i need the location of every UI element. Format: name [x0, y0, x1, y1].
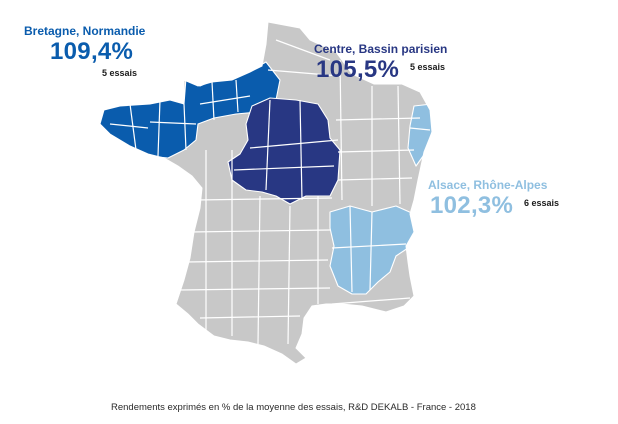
- department-borders: [109, 39, 431, 345]
- region-label-centre-bassin-parisien: Centre, Bassin parisien 105,5% 5 essais: [314, 42, 447, 84]
- region-label-alsace-rhone-alpes: Alsace, Rhône-Alpes 102,3% 6 essais: [428, 178, 559, 220]
- map-caption: Rendements exprimés en % de la moyenne d…: [111, 402, 476, 413]
- region-centre-bassin-parisien: [227, 97, 341, 205]
- region-value: 105,5%: [316, 56, 400, 83]
- region-name: Bretagne, Normandie: [24, 24, 146, 38]
- region-value: 102,3%: [430, 192, 514, 219]
- region-value: 109,4%: [50, 38, 134, 65]
- region-name: Alsace, Rhône-Alpes: [428, 178, 548, 192]
- region-name: Centre, Bassin parisien: [314, 42, 448, 56]
- region-trials: 5 essais: [102, 68, 138, 78]
- colored-regions: [100, 61, 432, 295]
- region-trials: 5 essais: [410, 62, 446, 72]
- region-trials: 6 essais: [524, 198, 560, 208]
- region-label-bretagne-normandie: Bretagne, Normandie 109,4% 5 essais: [24, 24, 146, 78]
